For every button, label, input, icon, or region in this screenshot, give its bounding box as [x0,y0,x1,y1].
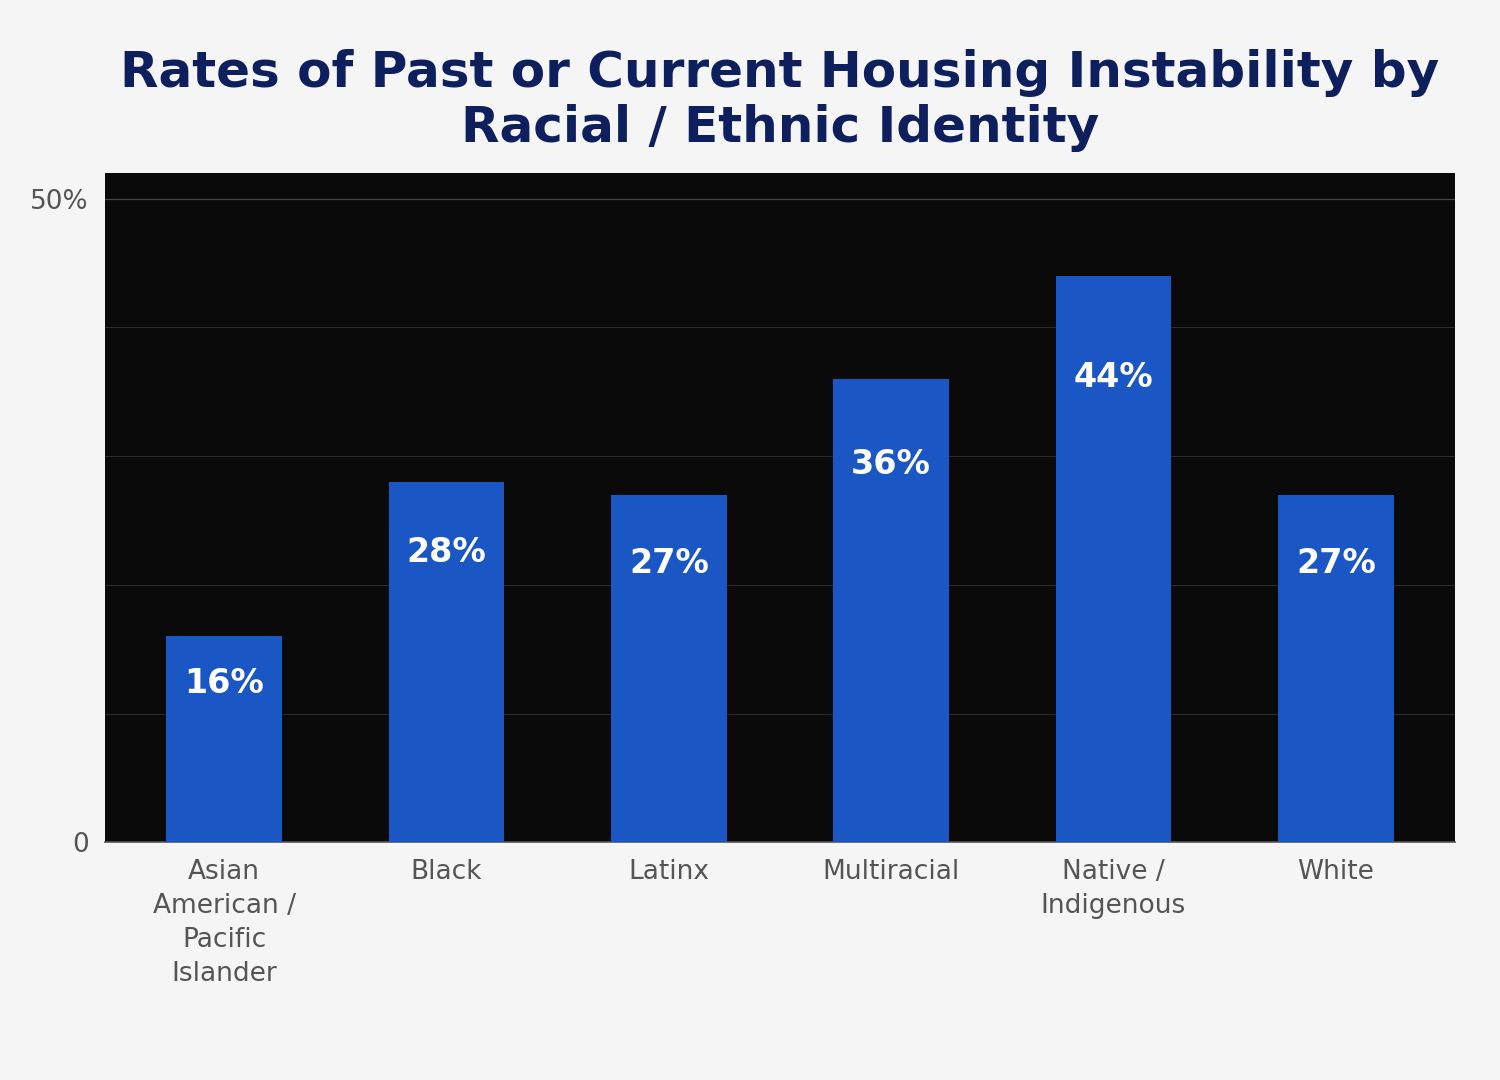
Bar [834,379,950,842]
Text: 28%: 28% [406,536,486,569]
Bar [1278,495,1394,842]
Text: 36%: 36% [850,448,932,482]
Title: Rates of Past or Current Housing Instability by
Racial / Ethnic Identity: Rates of Past or Current Housing Instabi… [120,49,1440,152]
Bar [166,636,282,842]
Bar [610,495,726,842]
Text: 44%: 44% [1074,361,1154,394]
Text: 16%: 16% [184,667,264,700]
Text: 27%: 27% [628,546,708,580]
Text: 27%: 27% [1296,546,1376,580]
Bar [1056,275,1172,842]
Bar [388,482,504,842]
